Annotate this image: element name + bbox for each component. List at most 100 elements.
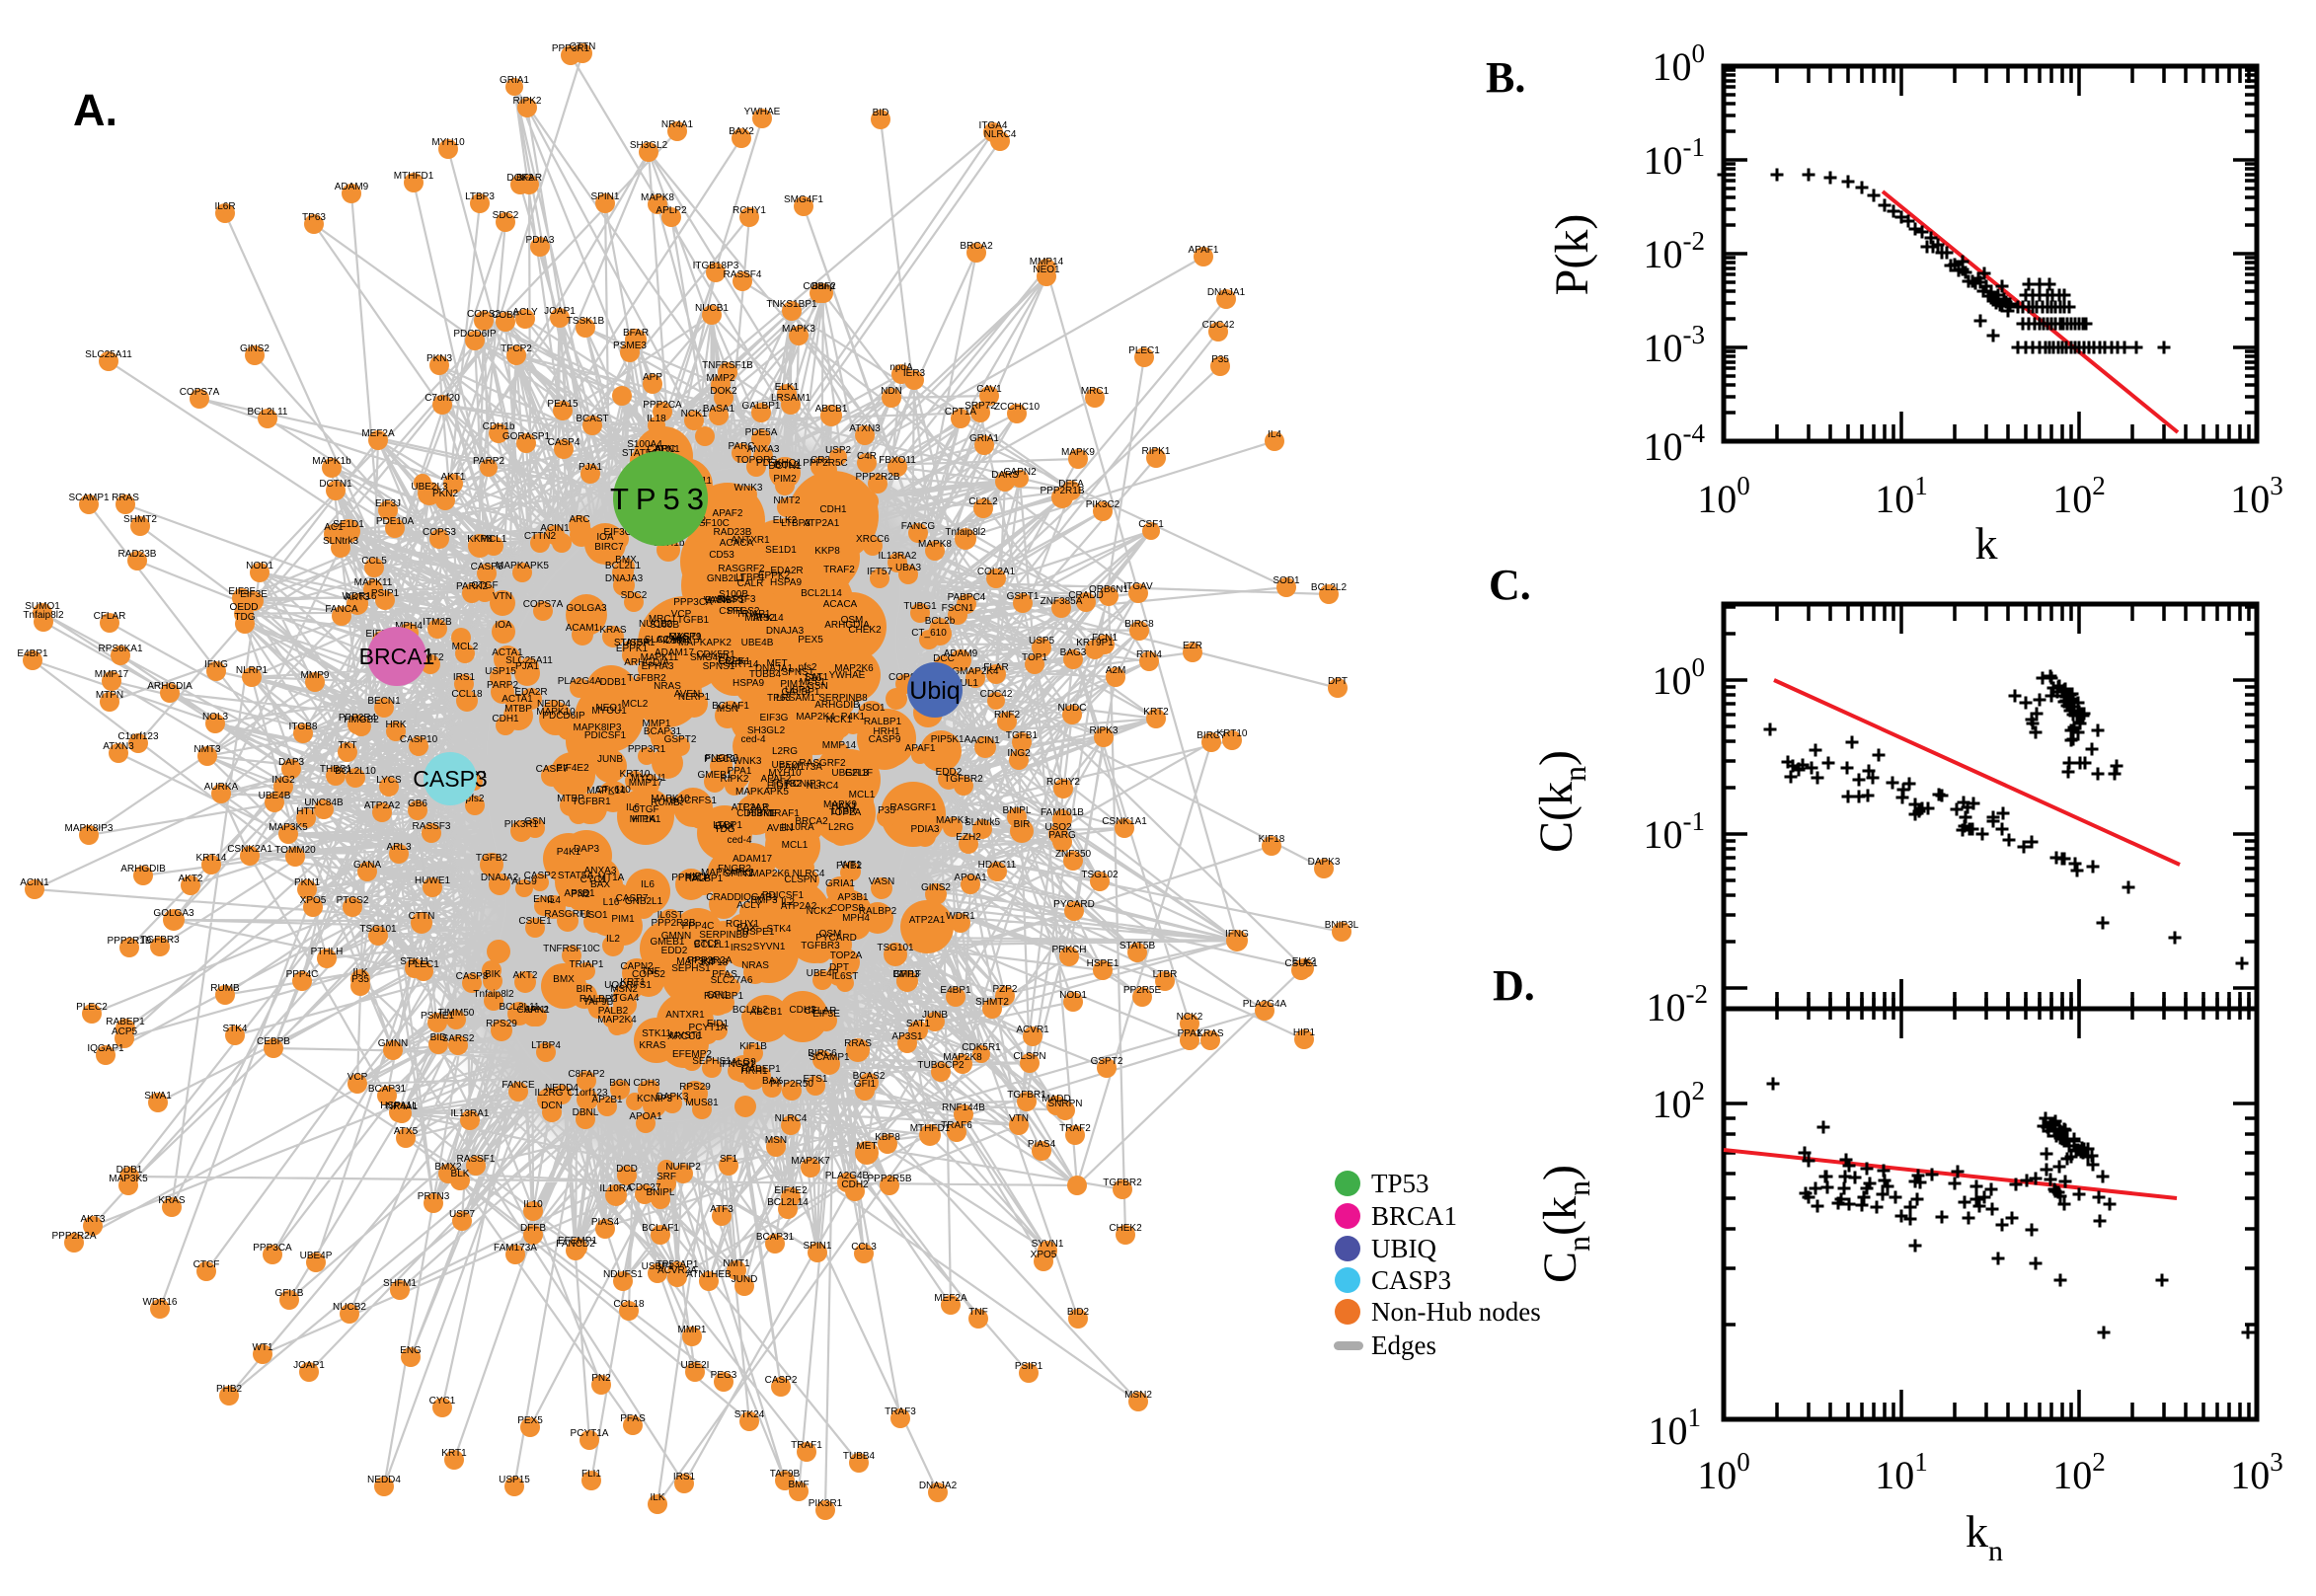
svg-text:MAPKAPK5: MAPKAPK5 [496, 561, 549, 571]
svg-text:USBP1: USBP1 [642, 1261, 674, 1272]
svg-text:TNKS1BP1: TNKS1BP1 [766, 299, 817, 310]
svg-text:JOAP1: JOAP1 [293, 1360, 325, 1371]
svg-text:PPP2R2A: PPP2R2A [687, 955, 732, 966]
svg-text:MPH4: MPH4 [395, 621, 423, 632]
svg-text:MAPK14: MAPK14 [586, 786, 626, 797]
svg-text:TP63: TP63 [302, 212, 326, 223]
svg-text:MSN2: MSN2 [1124, 1390, 1152, 1401]
svg-text:B.: B. [1486, 53, 1525, 102]
svg-text:MMP1: MMP1 [643, 719, 671, 729]
svg-text:IQGAP1: IQGAP1 [87, 1043, 124, 1054]
svg-text:Non-Hub nodes: Non-Hub nodes [1371, 1297, 1541, 1327]
svg-text:TGFBR3: TGFBR3 [140, 935, 180, 946]
svg-text:PKN2: PKN2 [432, 489, 459, 499]
svg-text:CAPN2: CAPN2 [1003, 467, 1037, 478]
svg-text:PPP3R1: PPP3R1 [552, 43, 590, 54]
svg-text:CLSPN: CLSPN [784, 874, 816, 885]
svg-text:SPIN1: SPIN1 [591, 191, 620, 202]
svg-text:KBP8: KBP8 [875, 1132, 900, 1143]
svg-text:BIRC8: BIRC8 [1124, 619, 1154, 630]
svg-text:NRAS: NRAS [741, 960, 769, 971]
svg-text:NEO1: NEO1 [1033, 265, 1060, 275]
svg-text:ACVR1: ACVR1 [1016, 1025, 1049, 1035]
svg-text:TGFBR3: TGFBR3 [801, 941, 840, 951]
svg-text:FLI1: FLI1 [581, 1469, 601, 1480]
svg-text:IER3: IER3 [903, 368, 926, 379]
svg-text:TGFBR2: TGFBR2 [627, 673, 666, 684]
svg-text:CTTN: CTTN [409, 911, 435, 922]
svg-text:STAT5A: STAT5A [614, 638, 651, 648]
svg-text:TRIAP1: TRIAP1 [735, 609, 770, 620]
svg-text:NOD1: NOD1 [246, 561, 273, 571]
svg-text:C4R: C4R [857, 451, 877, 462]
svg-text:ITGA4: ITGA4 [611, 993, 640, 1004]
svg-text:DAP3: DAP3 [574, 844, 600, 855]
svg-text:LRSAM1: LRSAM1 [776, 693, 815, 704]
svg-text:VASN: VASN [869, 876, 895, 887]
svg-text:MYOU1: MYOU1 [591, 706, 627, 717]
svg-text:PIM1: PIM1 [780, 679, 804, 690]
svg-text:COPS2: COPS2 [632, 969, 665, 980]
svg-text:EPPK1: EPPK1 [616, 644, 649, 654]
svg-text:GOLGA3: GOLGA3 [153, 908, 194, 919]
svg-text:PSIP1: PSIP1 [371, 588, 400, 599]
svg-text:HIPK1: HIPK1 [747, 808, 776, 819]
svg-text:IL4: IL4 [1268, 429, 1281, 440]
svg-text:TIMM50: TIMM50 [438, 1008, 475, 1019]
svg-text:STK11: STK11 [642, 1028, 671, 1039]
svg-text:CASP7: CASP7 [536, 764, 569, 775]
svg-text:P35: P35 [878, 805, 895, 816]
svg-text:JUNB: JUNB [597, 754, 623, 765]
svg-text:SMG4F1: SMG4F1 [784, 194, 823, 205]
svg-text:HUWE1: HUWE1 [415, 875, 451, 886]
svg-text:TDG: TDG [714, 824, 734, 835]
svg-text:MMP1: MMP1 [678, 1325, 707, 1335]
svg-text:MSN: MSN [717, 704, 738, 715]
svg-text:BASA1: BASA1 [703, 404, 735, 415]
svg-text:ATX5: ATX5 [394, 1126, 419, 1137]
svg-text:BAX: BAX [736, 923, 756, 934]
svg-text:NCK2: NCK2 [807, 906, 833, 917]
svg-text:GSPT2: GSPT2 [1091, 1056, 1123, 1067]
svg-text:ATN1HEB: ATN1HEB [686, 1269, 732, 1280]
svg-text:IL10RA: IL10RA [781, 822, 814, 833]
svg-text:TOMM20: TOMM20 [274, 845, 316, 856]
svg-text:NCK1: NCK1 [826, 715, 853, 725]
svg-text:NMT3: NMT3 [193, 744, 221, 755]
svg-text:CDH1: CDH1 [492, 714, 519, 724]
svg-text:CAPN1: CAPN1 [516, 1005, 550, 1016]
svg-text:HMGB2: HMGB2 [344, 715, 379, 725]
svg-text:SRP72: SRP72 [965, 401, 996, 412]
svg-text:AP3S1: AP3S1 [891, 1031, 923, 1042]
svg-text:ADAM17: ADAM17 [655, 647, 694, 658]
svg-text:APAF1: APAF1 [905, 743, 936, 754]
svg-text:IRS2: IRS2 [731, 943, 753, 953]
svg-text:MAP3K5: MAP3K5 [676, 956, 716, 967]
svg-text:PPA1: PPA1 [1178, 1028, 1202, 1039]
svg-text:PDICSF1: PDICSF1 [762, 890, 805, 901]
svg-text:SPNS1: SPNS1 [782, 667, 814, 678]
svg-text:TFCP2: TFCP2 [501, 343, 532, 354]
svg-text:CTGF: CTGF [632, 804, 658, 815]
svg-text:102: 102 [2052, 471, 2106, 521]
svg-text:ced-4: ced-4 [740, 734, 765, 745]
svg-text:PIP5K1A: PIP5K1A [931, 734, 971, 745]
svg-text:k: k [1975, 518, 1998, 569]
svg-text:EZH2: EZH2 [956, 832, 981, 843]
svg-text:RANBP1: RANBP1 [705, 595, 744, 606]
svg-text:BCAP31: BCAP31 [644, 726, 682, 737]
svg-text:FAM173A: FAM173A [779, 762, 822, 773]
svg-text:SYVN1: SYVN1 [1032, 1239, 1064, 1250]
svg-text:CASP6: CASP6 [471, 562, 503, 572]
svg-text:PPP3CA: PPP3CA [253, 1243, 292, 1254]
svg-text:SE1D1: SE1D1 [765, 545, 797, 556]
svg-text:DCD: DCD [616, 1164, 638, 1175]
svg-text:TSG102: TSG102 [1081, 870, 1119, 880]
svg-text:MYOU1: MYOU1 [631, 773, 666, 784]
svg-text:ANTXR1: ANTXR1 [731, 535, 770, 546]
svg-text:SAT1: SAT1 [805, 672, 829, 683]
svg-text:TKT: TKT [339, 740, 357, 751]
svg-text:ITGAV: ITGAV [1123, 581, 1153, 592]
svg-text:UBIQ: UBIQ [1371, 1234, 1436, 1263]
svg-text:APAF2: APAF2 [761, 774, 792, 785]
